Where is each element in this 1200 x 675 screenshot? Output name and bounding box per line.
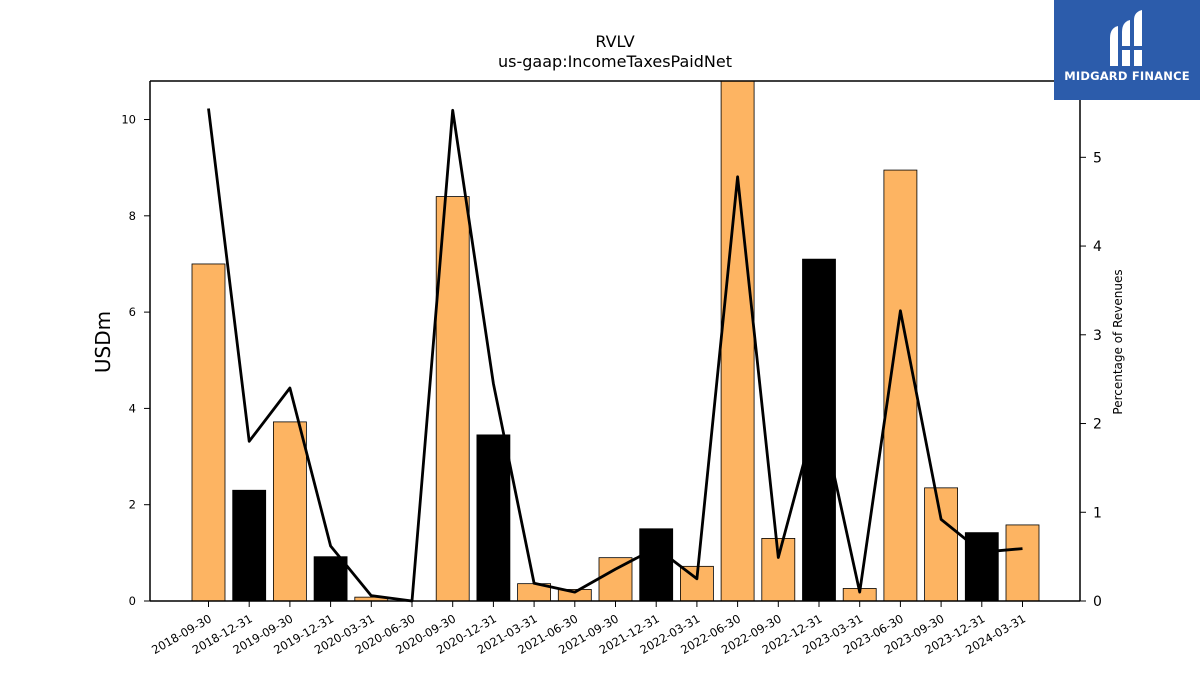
bar-2020-09-30 — [435, 196, 470, 602]
y2-tick-label: 3 — [1093, 328, 1102, 344]
y2-tick-label: 2 — [1093, 417, 1102, 433]
bar-2018-12-31 — [232, 489, 267, 602]
y-axis-label: USDm — [91, 311, 115, 373]
y-tick-label: 4 — [129, 401, 136, 415]
bar-2021-12-31 — [639, 528, 674, 602]
y-tick-label: 6 — [129, 305, 136, 319]
chart-title: RVLV — [595, 32, 635, 51]
y-tick-label: 8 — [129, 209, 136, 223]
bar-series — [191, 80, 1040, 602]
y2-tick-label: 1 — [1093, 505, 1102, 521]
y2-tick-label: 5 — [1093, 150, 1102, 166]
bar-2024-03-31 — [1005, 524, 1040, 602]
chart-subtitle: us-gaap:IncomeTaxesPaidNet — [498, 52, 732, 71]
percentage-line-series — [207, 108, 1023, 603]
y-tick-label: 2 — [129, 498, 136, 512]
bar-2022-06-30 — [720, 80, 755, 602]
midgard-finance-logo: MIDGARD FINANCE — [1054, 0, 1200, 100]
y-tick-label: 0 — [129, 594, 136, 608]
percentage-line — [207, 108, 1023, 603]
bar-2023-09-30 — [924, 487, 958, 602]
bar-2020-12-31 — [476, 434, 511, 602]
bar-2022-12-31 — [802, 258, 836, 602]
bar-2019-09-30 — [272, 421, 307, 602]
logo-text: MIDGARD FINANCE — [1064, 69, 1190, 83]
y2-tick-label: 0 — [1093, 594, 1102, 610]
bar-2018-09-30 — [191, 263, 226, 602]
logo-mark-icon — [1110, 10, 1144, 66]
y-tick-label: 10 — [121, 113, 136, 127]
y2-tick-label: 4 — [1093, 239, 1102, 255]
y2-axis-label: Percentage of Revenues — [1111, 269, 1125, 414]
bar-2019-12-31 — [313, 556, 348, 602]
